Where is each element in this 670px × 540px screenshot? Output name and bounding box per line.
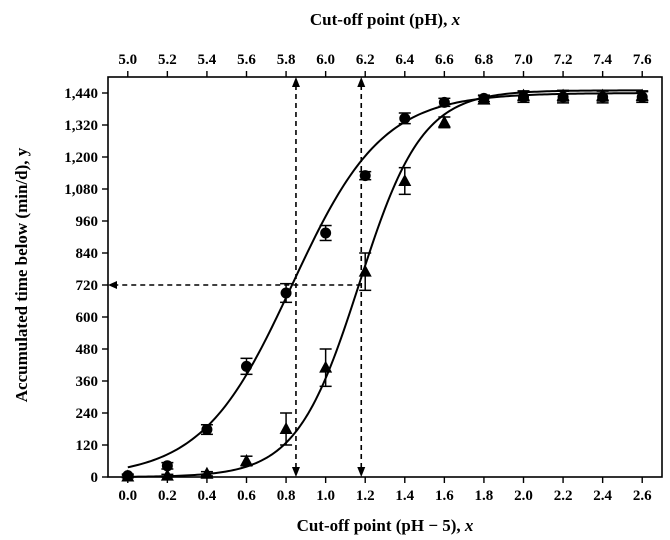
data-point-triangle — [596, 88, 610, 101]
y-tick-label: 1,200 — [64, 150, 98, 166]
y-tick-label: 840 — [76, 246, 99, 262]
y-tick-label: 0 — [91, 470, 99, 486]
top-tick-label: 7.0 — [514, 52, 533, 68]
x-axis-ticks: 0.0 0.2 0.4 0.6 0.8 1.0 1.2 1.4 1.6 1.8 2.0 2.2 2.4 2… — [118, 477, 652, 504]
arrowhead-down — [291, 467, 300, 477]
plot-frame-group — [107, 76, 663, 478]
x-tick-label: 1.2 — [356, 488, 375, 504]
data-point-triangle — [160, 468, 174, 481]
y-axis-title: Accumulated time below (min/d), y — [12, 147, 31, 402]
top-tick-label: 7.4 — [593, 52, 612, 68]
x-axis-title-text: Cut-off point (pH − 5), — [297, 516, 465, 535]
data-point-triangle — [437, 115, 451, 128]
x-tick-label: 0.4 — [198, 488, 217, 504]
top-tick-label: 7.6 — [633, 52, 652, 68]
plot-frame — [107, 76, 663, 478]
top-tick-label: 6.0 — [316, 52, 335, 68]
top-tick-label: 6.2 — [356, 52, 375, 68]
y-tick-label: 1,440 — [64, 86, 98, 102]
top-tick-label: 5.0 — [118, 52, 137, 68]
x-tick-label: 0.2 — [158, 488, 177, 504]
data-point-triangle — [200, 466, 214, 479]
top-tick-label: 5.2 — [158, 52, 177, 68]
x-tick-label: 2.0 — [514, 488, 533, 504]
top-tick-label: 6.8 — [475, 52, 494, 68]
y-tick-label: 480 — [76, 342, 99, 358]
data-point-triangle — [319, 360, 333, 373]
top-axis-title: Cut-off point (pH), x — [310, 10, 461, 29]
error-bars — [121, 89, 649, 479]
data-point-circle — [438, 96, 450, 108]
x-tick-label: 2.2 — [554, 488, 573, 504]
arrowhead-up — [357, 77, 366, 87]
y-tick-label: 600 — [76, 310, 99, 326]
data-point-triangle — [517, 88, 530, 101]
fit-curve-1 — [127, 92, 643, 469]
top-tick-label: 7.2 — [554, 52, 573, 68]
y-tick-label: 1,320 — [64, 118, 98, 134]
data-point-triangle — [556, 88, 570, 101]
x-axis-title-var: x — [464, 516, 474, 535]
top-tick-label: 6.4 — [395, 52, 414, 68]
top-tick-label: 5.8 — [277, 52, 296, 68]
top-axis-ticks: 5.0 5.2 5.4 5.6 5.8 6.0 6.2 6.4 6.6 6.8 7.0 7.2 7.4 7… — [118, 52, 652, 77]
data-point-triangle — [240, 454, 253, 466]
x-tick-label: 0.0 — [118, 488, 137, 504]
top-axis-title-var: x — [451, 10, 461, 29]
data-point-circle — [359, 170, 371, 182]
data-point-circle — [201, 424, 213, 436]
y-tick-label: 360 — [76, 374, 99, 390]
x-tick-label: 1.4 — [395, 488, 414, 504]
fit-curves — [127, 89, 643, 478]
x-tick-label: 0.8 — [277, 488, 296, 504]
data-point-circle — [161, 460, 173, 472]
data-point-triangle — [279, 422, 293, 434]
data-point-triangle — [477, 92, 491, 105]
arrowhead-left — [108, 281, 117, 289]
x-tick-label: 1.0 — [316, 488, 335, 504]
top-tick-label: 5.6 — [237, 52, 256, 68]
arrowhead-up — [291, 77, 300, 87]
data-point-circle — [280, 287, 292, 299]
data-point-triangle — [635, 88, 649, 101]
x-tick-label: 2.6 — [633, 488, 652, 504]
reference-lines — [108, 77, 366, 477]
y-tick-label: 120 — [76, 438, 99, 454]
data-point-triangle — [121, 469, 135, 482]
data-markers — [121, 88, 649, 482]
y-tick-label: 240 — [76, 406, 99, 422]
y-axis-ticks: 0 120 240 360 480 600 720 840 960 1,080 1,200 1,320… — [64, 86, 108, 486]
top-tick-label: 5.4 — [198, 52, 217, 68]
data-point-circle — [241, 360, 252, 372]
data-point-circle — [320, 227, 332, 239]
x-tick-label: 1.6 — [435, 488, 454, 504]
top-axis-title-text: Cut-off point (pH), — [310, 10, 452, 29]
x-tick-label: 1.8 — [475, 488, 494, 504]
x-axis-title: Cut-off point (pH − 5), x — [297, 516, 474, 535]
fit-curve-2 — [127, 89, 643, 478]
top-tick-label: 6.6 — [435, 52, 454, 68]
data-point-triangle — [398, 174, 412, 186]
y-tick-label: 1,080 — [64, 182, 98, 198]
x-tick-label: 0.6 — [237, 488, 256, 504]
arrowhead-down — [357, 467, 366, 477]
x-tick-label: 2.4 — [593, 488, 612, 504]
data-point-circle — [399, 112, 411, 124]
y-tick-label: 720 — [76, 278, 99, 294]
y-tick-label: 960 — [76, 214, 99, 230]
data-point-triangle — [358, 264, 372, 277]
